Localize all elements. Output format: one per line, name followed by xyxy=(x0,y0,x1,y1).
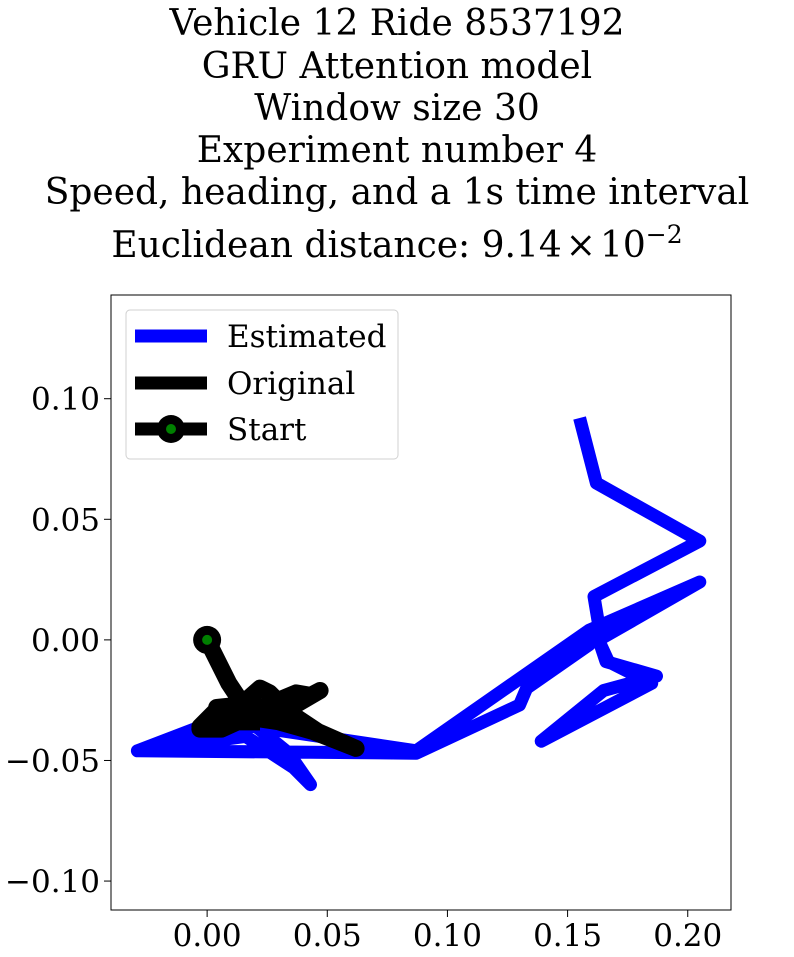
legend-box xyxy=(125,309,399,460)
legend-start-marker-center xyxy=(166,424,176,434)
y-tick-label: 0.05 xyxy=(31,502,100,538)
chart-title-line-3: Window size 30 xyxy=(254,88,540,129)
y-tick-label: 0.10 xyxy=(31,382,100,418)
chart-title-line-6: Euclidean distance: 9.14 × 10−2 xyxy=(0,215,794,266)
legend: Estimated Original Start xyxy=(125,309,399,460)
x-tick-label: 0.05 xyxy=(293,918,362,954)
x-tick-label: 0.15 xyxy=(533,918,602,954)
axes-frame xyxy=(110,294,732,911)
chart-title-line-2: GRU Attention model xyxy=(201,46,593,87)
distance-exponent: −2 xyxy=(645,220,683,249)
distance-prefix: Euclidean distance: xyxy=(111,225,482,266)
chart-title-line-5: Speed, heading, and a 1s time interval xyxy=(44,172,750,213)
x-tick-label: 0.10 xyxy=(413,918,482,954)
series-line-original xyxy=(191,636,365,757)
distance-times: × xyxy=(565,225,596,266)
x-tick-label: 0.00 xyxy=(173,918,242,954)
legend-label-start: Start xyxy=(227,412,307,448)
y-tick-label: −0.05 xyxy=(5,743,100,779)
chart-title-line-1: Vehicle 12 Ride 8537192 xyxy=(169,3,625,44)
chart-title-line-4: Experiment number 4 xyxy=(196,130,598,171)
legend-label-estimated: Estimated xyxy=(227,319,386,355)
x-tick-label: 0.20 xyxy=(653,918,722,954)
legend-label-original: Original xyxy=(227,366,355,402)
y-tick-label: −0.10 xyxy=(5,864,100,900)
axes: 0.00 0.05 0.10 0.15 0.20 −0.10 −0.05 0.00 0.05 0.… xyxy=(5,294,732,954)
series-line-estimated xyxy=(130,416,707,792)
y-tick-label: 0.00 xyxy=(31,623,100,659)
distance-mantissa: 9.14 xyxy=(481,225,562,266)
plot-area xyxy=(130,416,707,792)
start-marker-center xyxy=(202,634,213,645)
distance-base: 10 xyxy=(599,225,646,266)
